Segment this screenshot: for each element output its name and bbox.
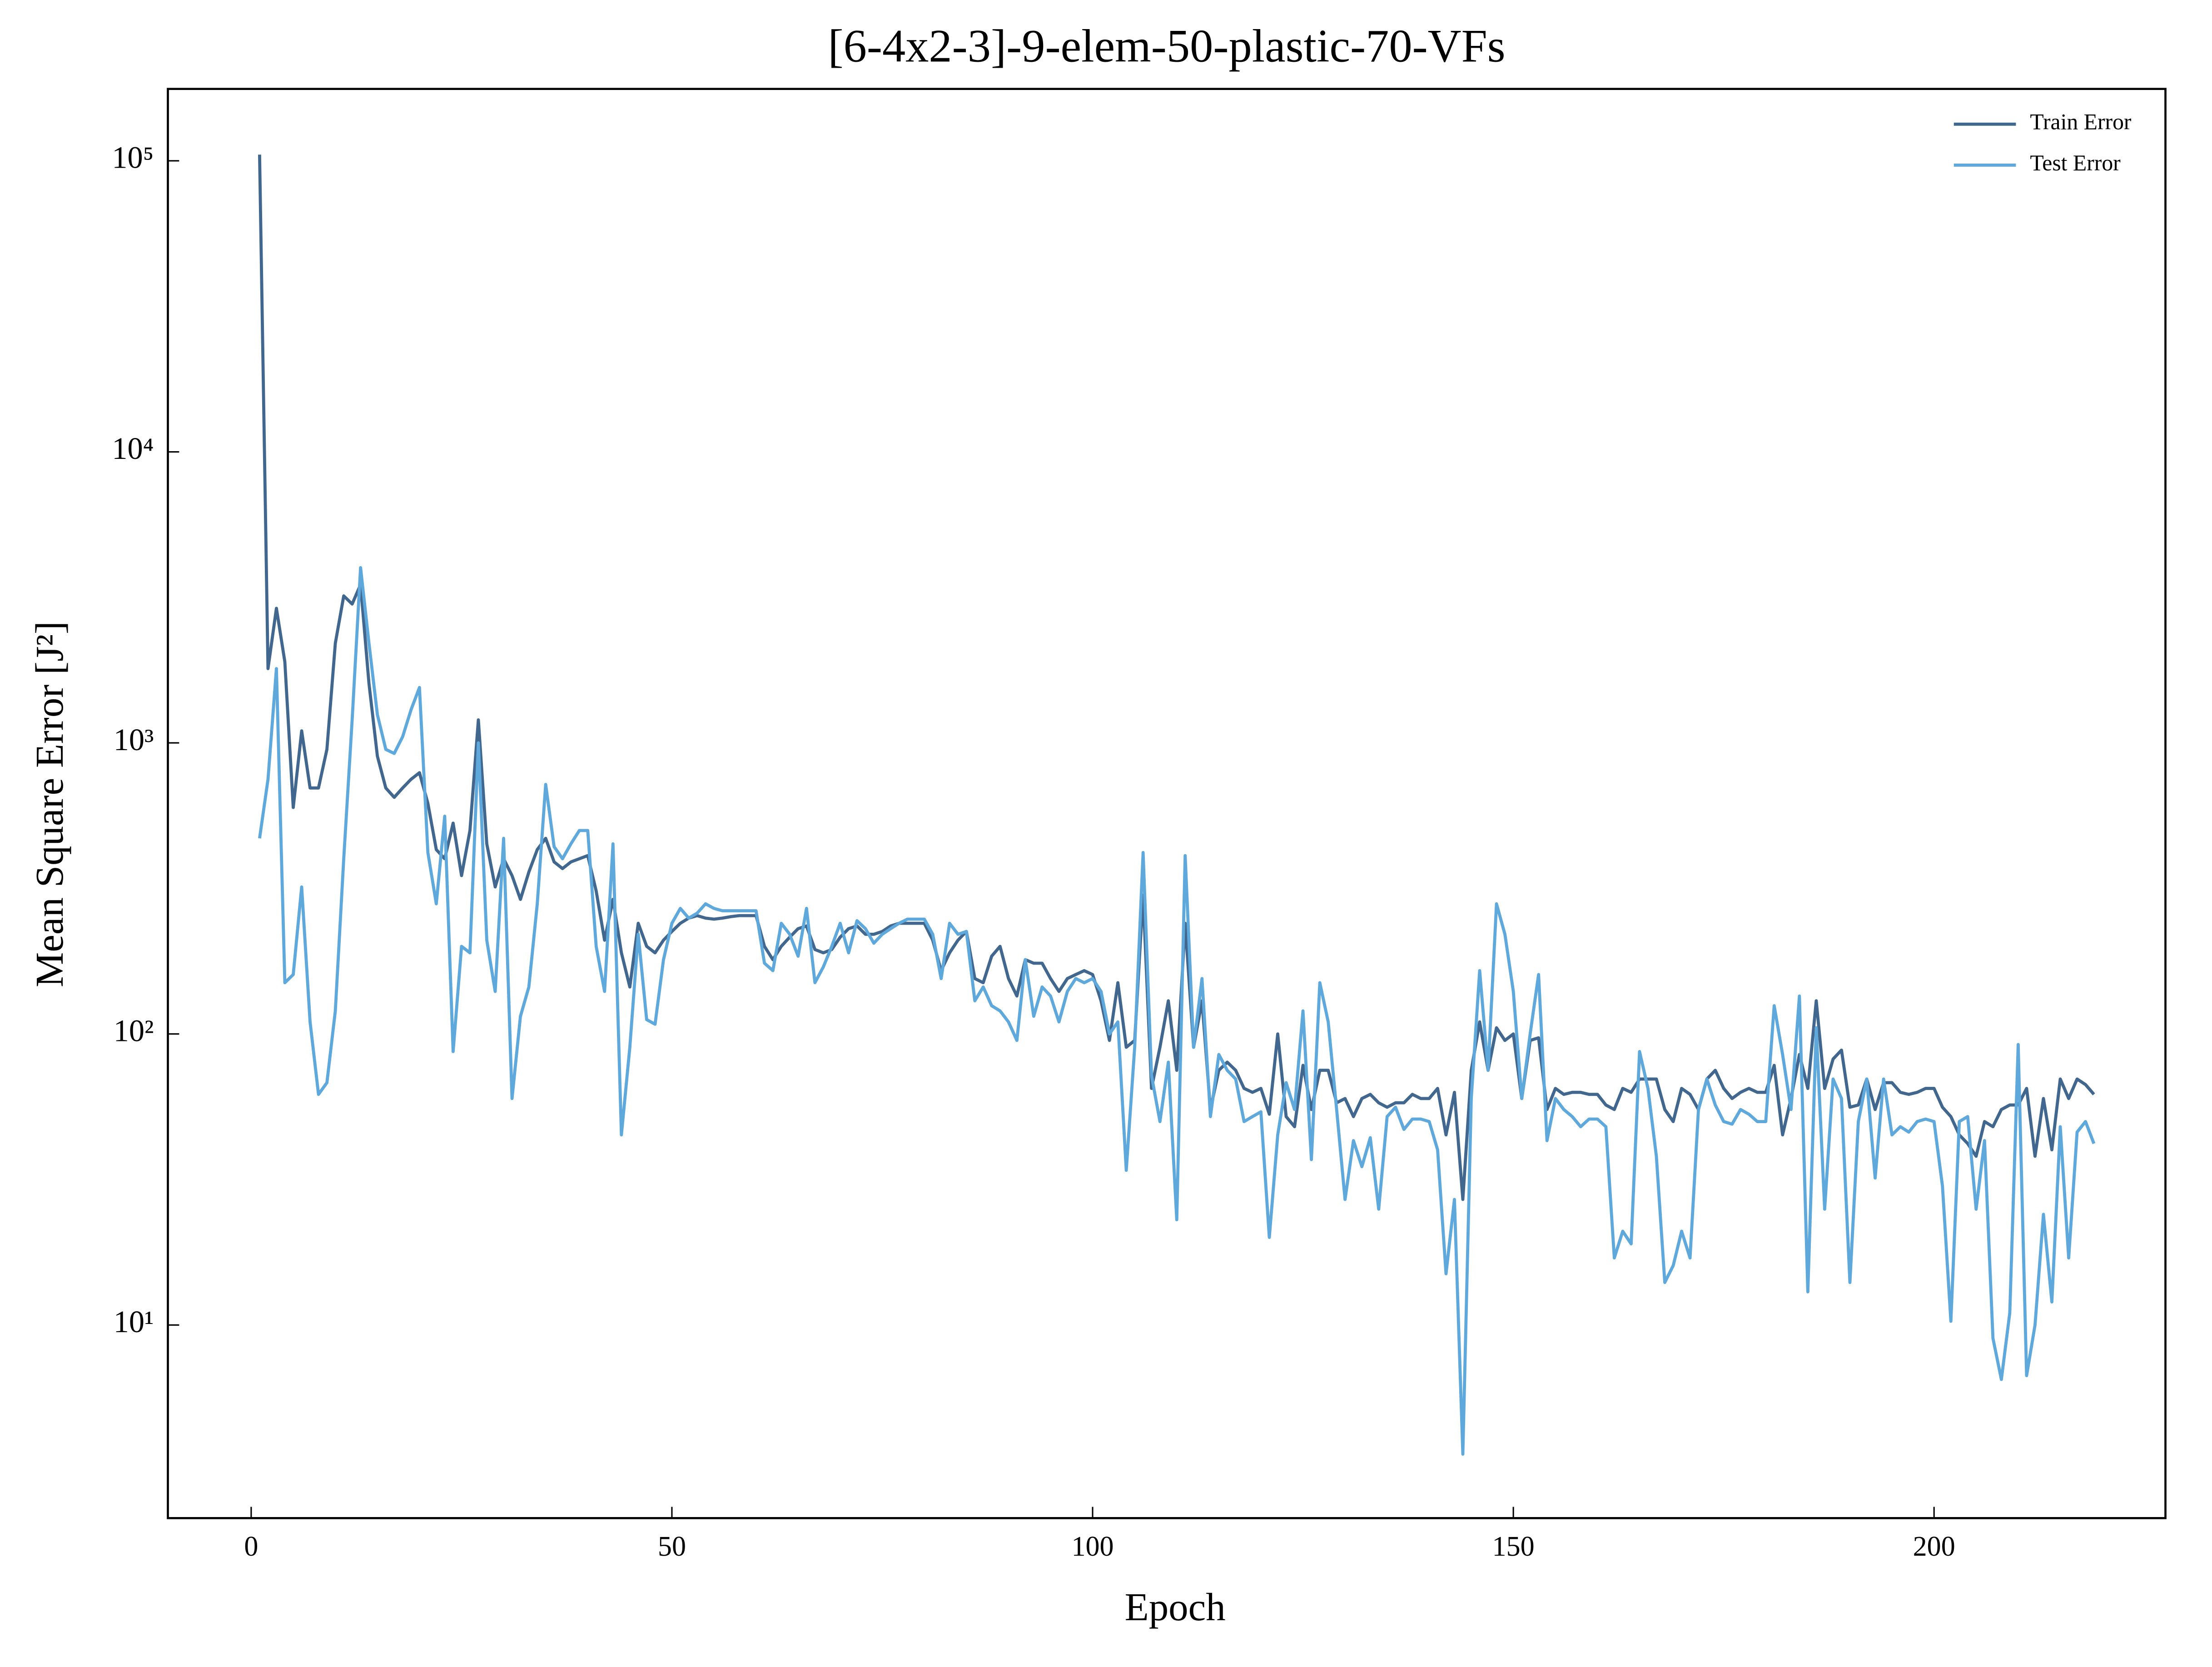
y-tick-label: 10⁴ xyxy=(112,431,154,466)
y-tick-label: 10² xyxy=(114,1013,154,1048)
legend-label: Train Error xyxy=(2030,109,2131,134)
chart-title: [6-4x2-3]-9-elem-50-plastic-70-VFs xyxy=(828,20,1505,72)
y-tick-label: 10⁵ xyxy=(112,140,154,175)
y-tick-label: 10¹ xyxy=(114,1304,154,1339)
series-line xyxy=(258,154,2095,1201)
x-axis-label: Epoch xyxy=(1125,1585,1226,1629)
legend-label: Test Error xyxy=(2030,150,2121,175)
series-line xyxy=(258,566,2096,1456)
y-tick-label: 10³ xyxy=(114,722,154,757)
x-tick-label: 100 xyxy=(1071,1531,1113,1562)
x-tick-label: 150 xyxy=(1492,1531,1535,1562)
x-tick-label: 50 xyxy=(658,1531,686,1562)
plot-frame xyxy=(167,88,2167,1519)
x-tick-label: 0 xyxy=(244,1531,258,1562)
y-axis-label: Mean Square Error [J²] xyxy=(28,621,71,987)
x-tick-label: 200 xyxy=(1913,1531,1955,1562)
